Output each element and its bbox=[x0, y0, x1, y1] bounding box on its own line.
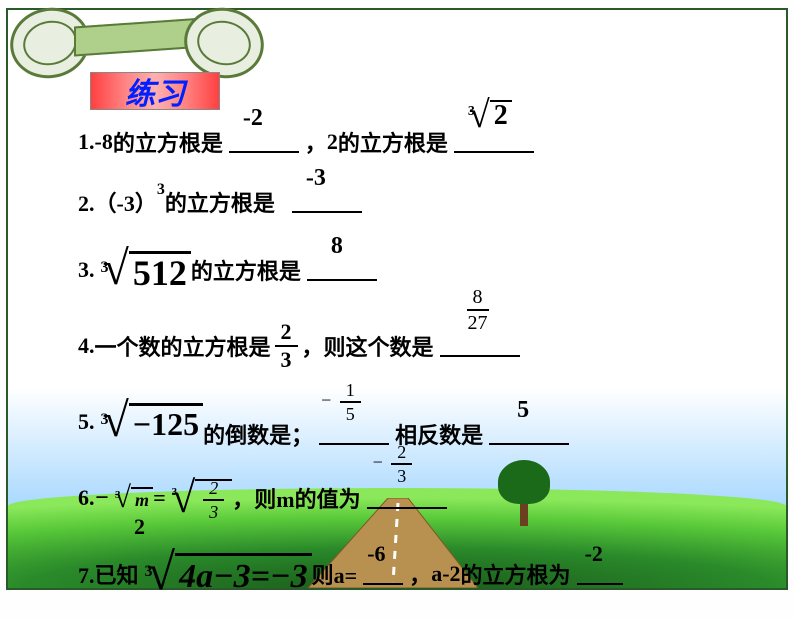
q7-index: 3 bbox=[145, 563, 153, 581]
q7-blank2: -2 bbox=[577, 563, 623, 585]
q6-below: 2 bbox=[134, 514, 145, 540]
q4-comma: ， bbox=[302, 330, 324, 362]
q6-eq: = bbox=[153, 485, 166, 511]
slide-frame: 练习 1.-8 的立方根是 -2 ， 2 的立方根是 3 √ 2 bbox=[6, 8, 788, 590]
q5-radicand: −125 bbox=[133, 406, 199, 443]
q6-comma: ， bbox=[232, 482, 254, 514]
q1-text2: 的立方根是 bbox=[338, 126, 448, 158]
question-4: 4. 一个数的立方根是 2 3 ， 则这个数是 8 27 bbox=[78, 314, 778, 378]
q1-blank2: 3 √ 2 bbox=[454, 131, 534, 153]
q6-rhs-den: 3 bbox=[203, 501, 224, 521]
question-5: 5. 3 √ −125 的倒数是； − 1 5 相反数是 5 bbox=[78, 390, 778, 454]
title-badge: 练习 bbox=[90, 72, 220, 110]
q6-ans-sign: − bbox=[373, 452, 383, 472]
q7-comma: ， bbox=[409, 558, 431, 590]
q7-t2: a-2 bbox=[431, 561, 460, 587]
q1-ans2: 3 √ 2 bbox=[462, 89, 512, 132]
q5-radical: 3 √ −125 bbox=[95, 401, 204, 443]
q7-prefix: 7.已知 bbox=[78, 558, 139, 590]
q4-ans: 8 27 bbox=[458, 287, 498, 333]
radical-icon: √ bbox=[171, 478, 195, 518]
q6-rhs-index: 3 bbox=[172, 486, 178, 498]
q1-ans1: -2 bbox=[243, 105, 263, 132]
q4-text1: 一个数的立方根是 bbox=[95, 330, 271, 362]
q7-blank1: -6 bbox=[363, 563, 403, 585]
q1-comma: ， bbox=[305, 126, 327, 158]
q6-lhs-radicand: m bbox=[135, 490, 149, 511]
q4-ans-den: 27 bbox=[462, 311, 494, 333]
q1-text1: 的立方根是 bbox=[113, 126, 223, 158]
q1-ans2-index: 3 bbox=[468, 104, 475, 120]
q6-ans: − 2 3 bbox=[373, 443, 417, 485]
q6-prefix: 6. bbox=[78, 485, 95, 511]
q5-blank2: 5 bbox=[489, 423, 569, 445]
question-7: 7.已知 3 √ 4a−3=−3 则a= -6 ， a-2 的立方根为 -2 bbox=[78, 542, 778, 606]
q5-blank1: − 1 5 bbox=[319, 423, 389, 445]
q1-n2: 2 bbox=[327, 129, 338, 155]
q5-prefix: 5. bbox=[78, 409, 95, 435]
q3-ans: 8 bbox=[331, 233, 343, 260]
q7-t3: 的立方根为 bbox=[461, 558, 571, 590]
q6-ans-num: 2 bbox=[391, 443, 412, 465]
q6-minus: − bbox=[95, 485, 110, 512]
q7-ans1: -6 bbox=[367, 541, 385, 567]
q6-blank: − 2 3 bbox=[367, 487, 447, 509]
q1-blank1: -2 bbox=[229, 131, 299, 153]
q5-ans1-num: 1 bbox=[340, 381, 361, 403]
q4-frac-den: 3 bbox=[275, 347, 298, 371]
q3-blank: 8 bbox=[307, 259, 377, 281]
q2-ans: -3 bbox=[306, 165, 326, 192]
q6-text1: 则m的值为 bbox=[254, 482, 360, 514]
q5-index: 3 bbox=[101, 411, 109, 429]
q2-text1: 的立方根是 bbox=[165, 186, 275, 218]
question-1: 1.-8 的立方根是 -2 ， 2 的立方根是 3 √ 2 bbox=[78, 118, 778, 166]
q5-ans1: − 1 5 bbox=[321, 381, 365, 423]
q4-prefix: 4. bbox=[78, 333, 95, 359]
q6-rhs-radical: 3 √ 2 3 bbox=[166, 477, 233, 519]
q2-prefix: 2.（-3） bbox=[78, 186, 157, 218]
questions: 1.-8 的立方根是 -2 ， 2 的立方根是 3 √ 2 2.（-3） bbox=[78, 118, 778, 618]
q5-ans1-sign: − bbox=[321, 390, 331, 410]
question-6: 6. − 3 √ m = 3 √ 2 3 ， 则m的值为 bbox=[78, 466, 778, 530]
q3-radicand: 512 bbox=[133, 252, 187, 294]
q4-frac: 2 3 bbox=[275, 321, 298, 371]
q4-text2: 则这个数是 bbox=[324, 330, 434, 362]
q7-radical: 3 √ 4a−3=−3 bbox=[139, 551, 312, 597]
q4-frac-num: 2 bbox=[275, 321, 298, 347]
question-3: 3. 3 √ 512 的立方根是 8 bbox=[78, 238, 778, 302]
q3-prefix: 3. bbox=[78, 257, 95, 283]
q7-text1: 则a= bbox=[312, 558, 358, 590]
q6-rhs-num: 2 bbox=[203, 479, 224, 501]
q4-blank: 8 27 bbox=[440, 335, 520, 357]
q6-lhs-radical: 3 √ m bbox=[109, 485, 153, 511]
q5-ans2: 5 bbox=[517, 397, 529, 424]
q6-lhs-index: 3 bbox=[115, 489, 121, 501]
q4-ans-num: 8 bbox=[467, 287, 489, 311]
question-2: 2.（-3） 3 的立方根是 -3 bbox=[78, 178, 778, 226]
q5-ans1-den: 5 bbox=[340, 403, 361, 423]
q2-blank: -3 bbox=[292, 191, 362, 213]
q6-ans-den: 3 bbox=[391, 465, 412, 485]
q3-text1: 的立方根是 bbox=[191, 254, 301, 286]
q7-radicand: 4a−3=−3 bbox=[179, 558, 308, 596]
q7-ans2: -2 bbox=[585, 541, 603, 567]
q3-index: 3 bbox=[101, 259, 109, 277]
q1-ans2-radicand: 2 bbox=[494, 100, 508, 132]
q3-radical: 3 √ 512 bbox=[95, 249, 191, 291]
q2-exp: 3 bbox=[157, 181, 165, 199]
q5-text1: 的倒数是； bbox=[203, 418, 313, 450]
title-text: 练习 bbox=[125, 69, 185, 113]
q1-prefix: 1.-8 bbox=[78, 129, 113, 155]
